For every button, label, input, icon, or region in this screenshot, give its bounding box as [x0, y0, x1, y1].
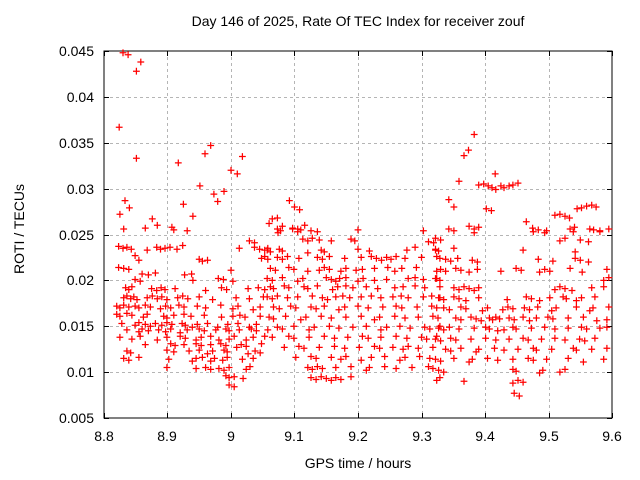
- y-tick-label: 0.04: [66, 89, 94, 105]
- x-tick-label: 8.9: [157, 428, 177, 444]
- gridlines: [104, 51, 612, 418]
- axis-ticks: [104, 51, 613, 419]
- x-tick-label: 9.1: [284, 428, 304, 444]
- x-tick-label: 9.6: [602, 428, 622, 444]
- x-tick-label: 9: [227, 428, 235, 444]
- y-tick-label: 0.015: [58, 318, 94, 334]
- y-tick-label: 0.005: [58, 410, 94, 426]
- x-tick-label: 9.3: [412, 428, 432, 444]
- x-axis-label: GPS time / hours: [304, 455, 412, 471]
- x-tick-label: 9.5: [539, 428, 559, 444]
- y-tick-label: 0.035: [58, 135, 94, 151]
- x-tick-label: 8.8: [94, 428, 114, 444]
- chart-title: Day 146 of 2025, Rate Of TEC Index for r…: [191, 13, 525, 29]
- y-tick-label: 0.045: [58, 43, 94, 59]
- x-tick-label: 9.2: [348, 428, 368, 444]
- y-tick-label: 0.01: [66, 364, 94, 380]
- x-tick-label: 9.4: [475, 428, 495, 444]
- y-tick-label: 0.025: [58, 227, 94, 243]
- scatter-points: [113, 49, 613, 400]
- y-tick-label: 0.02: [66, 272, 94, 288]
- y-tick-label: 0.03: [66, 181, 94, 197]
